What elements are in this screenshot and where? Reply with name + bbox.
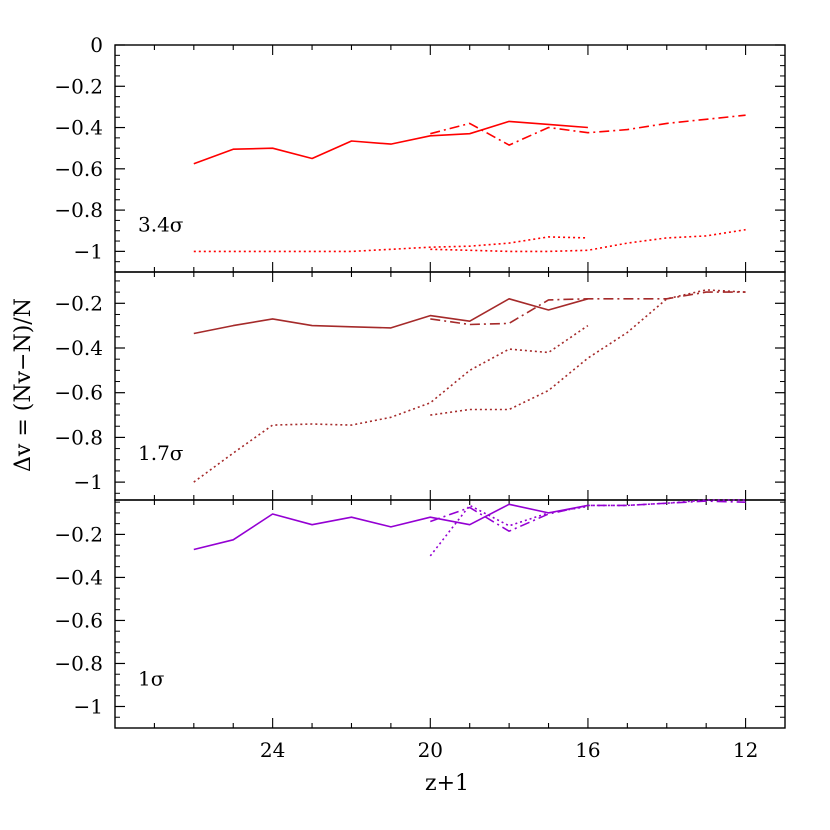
y-tick-label: −0.6 — [54, 381, 103, 405]
series-line-dotted — [430, 228, 746, 253]
y-tick-label: −1 — [74, 694, 103, 718]
y-tick-label: −0.4 — [54, 116, 103, 140]
x-axis-label: z+1 — [425, 771, 469, 796]
y-tick-label: −0.8 — [54, 425, 103, 449]
panel-frame — [114, 499, 786, 729]
series-line-solid — [193, 297, 589, 335]
series-line-dotted — [193, 324, 589, 483]
panel-frame — [114, 44, 786, 273]
y-tick-label: −0.6 — [54, 157, 103, 181]
y-tick-label: −0.8 — [54, 651, 103, 675]
x-tick-label: 20 — [418, 738, 443, 762]
panels-group: 0−0.2−0.4−0.6−0.8−13.4σ−0.2−0.4−0.6−0.8−… — [54, 33, 786, 729]
y-tick-label: −0.2 — [54, 291, 103, 315]
panel-3: −0.2 −0.4 −0.6 −0.8 −1 1σ — [54, 499, 786, 729]
y-tick-label: −1 — [74, 470, 103, 494]
y-tick-label: 0 — [90, 33, 103, 57]
y-tick-label: −0.2 — [54, 74, 103, 98]
panel-2: −0.2 −0.4 −0.6 −0.8 −1 1.7σ — [54, 271, 786, 501]
panel-sigma-label: 1.7σ — [138, 441, 184, 465]
x-tick-label: 16 — [575, 738, 600, 762]
series-line-dashdot — [430, 291, 746, 326]
y-axis-label: Δv = (Nv−N)/N — [11, 298, 36, 472]
series-line-dotted — [587, 499, 746, 507]
y-tick-label: −0.4 — [54, 336, 103, 360]
y-tick-label: −0.8 — [54, 198, 103, 222]
series-line-dashdot — [430, 114, 746, 146]
x-tick-label: 12 — [733, 738, 758, 762]
x-tick-label: 24 — [260, 738, 285, 762]
series-line-solid — [193, 503, 589, 551]
y-tick-label: −1 — [74, 239, 103, 263]
series-line-dotted — [193, 236, 588, 253]
panel-frame — [114, 271, 786, 501]
x-axis: 24 20 16 12 — [260, 738, 758, 762]
panel-1: 0 −0.2 −0.4 −0.6 −0.8 −1 3.4σ — [54, 33, 786, 273]
y-tick-label: −0.4 — [54, 565, 103, 589]
series-line-solid — [193, 120, 588, 165]
series-line-dotted — [430, 289, 746, 416]
panel-sigma-label: 1σ — [138, 667, 165, 691]
y-tick-label: −0.2 — [54, 522, 103, 546]
panel-sigma-label: 3.4σ — [138, 213, 184, 237]
y-tick-label: −0.6 — [54, 608, 103, 632]
